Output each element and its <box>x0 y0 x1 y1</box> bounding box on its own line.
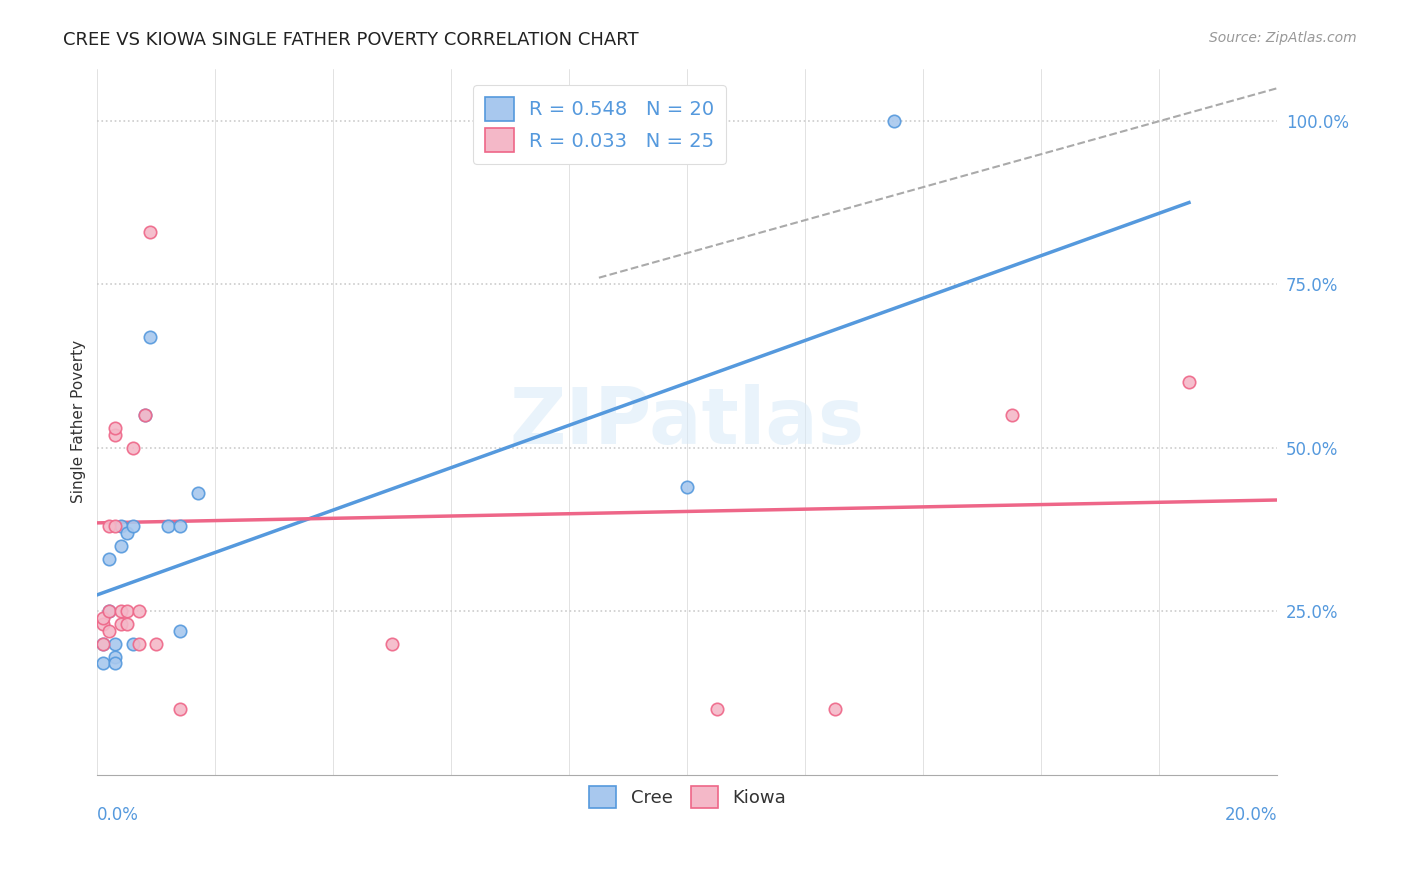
Text: CREE VS KIOWA SINGLE FATHER POVERTY CORRELATION CHART: CREE VS KIOWA SINGLE FATHER POVERTY CORR… <box>63 31 638 49</box>
Point <box>139 225 162 239</box>
Point <box>145 637 167 651</box>
Point <box>104 657 127 671</box>
Point <box>110 604 132 618</box>
Point <box>128 604 150 618</box>
Point <box>104 637 127 651</box>
Point <box>115 604 138 618</box>
Point <box>91 637 114 651</box>
Point <box>169 519 191 533</box>
Point <box>110 539 132 553</box>
Point <box>139 329 162 343</box>
Text: Source: ZipAtlas.com: Source: ZipAtlas.com <box>1209 31 1357 45</box>
Point <box>121 441 143 455</box>
Point <box>1178 376 1201 390</box>
Point <box>104 519 127 533</box>
Point <box>104 649 127 664</box>
Legend: Cree, Kiowa: Cree, Kiowa <box>582 779 793 815</box>
Point <box>115 525 138 540</box>
Point <box>883 113 905 128</box>
Point <box>104 421 127 435</box>
Point <box>706 702 728 716</box>
Point <box>187 486 209 500</box>
Point <box>824 702 846 716</box>
Point <box>110 617 132 632</box>
Point <box>91 637 114 651</box>
Point <box>169 702 191 716</box>
Point <box>1001 408 1024 422</box>
Text: 0.0%: 0.0% <box>97 806 139 824</box>
Point <box>121 519 143 533</box>
Point <box>98 519 121 533</box>
Text: 20.0%: 20.0% <box>1225 806 1278 824</box>
Point <box>128 637 150 651</box>
Point <box>381 637 404 651</box>
Point <box>676 480 699 494</box>
Point <box>134 408 156 422</box>
Point <box>110 519 132 533</box>
Y-axis label: Single Father Poverty: Single Father Poverty <box>72 340 86 503</box>
Point <box>98 604 121 618</box>
Point <box>104 427 127 442</box>
Point <box>91 657 114 671</box>
Point <box>134 408 156 422</box>
Point <box>121 637 143 651</box>
Point <box>115 617 138 632</box>
Point <box>169 624 191 638</box>
Point <box>157 519 180 533</box>
Point <box>91 617 114 632</box>
Point <box>98 624 121 638</box>
Text: ZIPatlas: ZIPatlas <box>510 384 865 459</box>
Point <box>91 610 114 624</box>
Point <box>98 551 121 566</box>
Point <box>98 604 121 618</box>
